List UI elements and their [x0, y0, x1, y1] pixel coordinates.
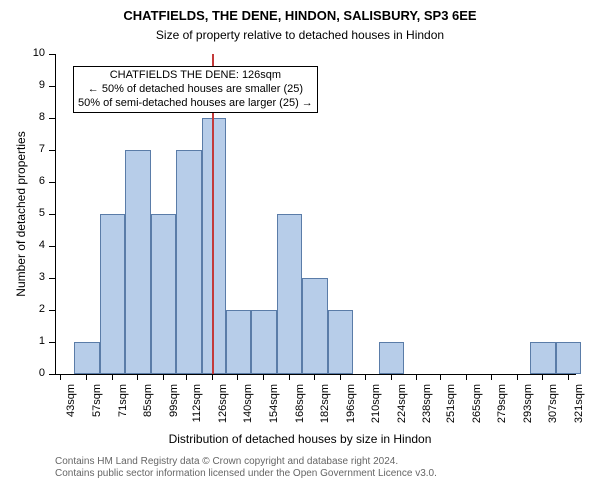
y-tick [49, 54, 55, 55]
histogram-bar [328, 310, 354, 374]
x-tick-label: 251sqm [445, 384, 457, 434]
y-tick-label: 5 [25, 207, 45, 219]
x-tick-label: 224sqm [396, 384, 408, 434]
x-tick [416, 374, 417, 380]
x-tick-label: 182sqm [319, 384, 331, 434]
y-tick [49, 342, 55, 343]
histogram-bar [100, 214, 126, 374]
x-tick-label: 112sqm [191, 384, 203, 434]
x-tick [163, 374, 164, 380]
x-tick [112, 374, 113, 380]
y-tick-label: 10 [25, 47, 45, 59]
y-tick [49, 182, 55, 183]
histogram-bar [74, 342, 100, 374]
x-tick [263, 374, 264, 380]
x-tick [237, 374, 238, 380]
x-tick-label: 279sqm [496, 384, 508, 434]
footer-line-2: Contains public sector information licen… [55, 468, 437, 480]
x-tick-label: 71sqm [117, 384, 129, 434]
x-tick [340, 374, 341, 380]
x-tick [440, 374, 441, 380]
histogram-bar [556, 342, 582, 374]
y-tick-label: 1 [25, 335, 45, 347]
y-tick-label: 0 [25, 367, 45, 379]
x-tick-label: 238sqm [421, 384, 433, 434]
histogram-bar [379, 342, 405, 374]
x-tick [86, 374, 87, 380]
x-tick [568, 374, 569, 380]
x-tick [186, 374, 187, 380]
chart-title: CHATFIELDS, THE DENE, HINDON, SALISBURY,… [0, 8, 600, 23]
y-tick [49, 118, 55, 119]
x-tick [137, 374, 138, 380]
y-tick [49, 214, 55, 215]
footer-text: Contains HM Land Registry data © Crown c… [55, 456, 437, 480]
y-tick [49, 278, 55, 279]
x-tick-label: 196sqm [345, 384, 357, 434]
x-tick [60, 374, 61, 380]
x-tick-label: 140sqm [242, 384, 254, 434]
y-tick-label: 3 [25, 271, 45, 283]
histogram-bar [176, 150, 202, 374]
x-tick [391, 374, 392, 380]
x-tick-label: 99sqm [168, 384, 180, 434]
histogram-bar [151, 214, 177, 374]
x-tick-label: 168sqm [294, 384, 306, 434]
annotation-line-3: 50% of semi-detached houses are larger (… [78, 97, 313, 111]
x-tick-label: 57sqm [91, 384, 103, 434]
x-tick-label: 265sqm [471, 384, 483, 434]
x-tick [212, 374, 213, 380]
y-tick [49, 374, 55, 375]
annotation-line-1: CHATFIELDS THE DENE: 126sqm [78, 69, 313, 83]
x-tick-label: 293sqm [522, 384, 534, 434]
x-tick-label: 154sqm [268, 384, 280, 434]
footer-line-1: Contains HM Land Registry data © Crown c… [55, 456, 437, 468]
x-tick [289, 374, 290, 380]
annotation-box: CHATFIELDS THE DENE: 126sqm ← 50% of det… [73, 66, 318, 113]
y-tick [49, 86, 55, 87]
x-tick-label: 85sqm [142, 384, 154, 434]
y-tick [49, 246, 55, 247]
histogram-bar [251, 310, 277, 374]
x-tick [491, 374, 492, 380]
y-tick-label: 4 [25, 239, 45, 251]
x-tick-label: 210sqm [370, 384, 382, 434]
y-tick-label: 9 [25, 79, 45, 91]
y-tick [49, 150, 55, 151]
y-tick-label: 6 [25, 175, 45, 187]
histogram-bar [302, 278, 328, 374]
x-tick [314, 374, 315, 380]
x-tick [517, 374, 518, 380]
y-tick-label: 7 [25, 143, 45, 155]
x-tick-label: 321sqm [573, 384, 585, 434]
histogram-bar [530, 342, 556, 374]
x-axis-label: Distribution of detached houses by size … [0, 432, 600, 446]
x-tick [542, 374, 543, 380]
y-tick-label: 8 [25, 111, 45, 123]
x-tick-label: 43sqm [65, 384, 77, 434]
x-tick [466, 374, 467, 380]
chart-subtitle: Size of property relative to detached ho… [0, 28, 600, 42]
x-tick [365, 374, 366, 380]
y-tick [49, 310, 55, 311]
x-tick-label: 307sqm [547, 384, 559, 434]
annotation-line-2: ← 50% of detached houses are smaller (25… [78, 83, 313, 97]
x-tick-label: 126sqm [217, 384, 229, 434]
y-tick-label: 2 [25, 303, 45, 315]
histogram-bar [277, 214, 303, 374]
histogram-bar [125, 150, 151, 374]
histogram-bar [226, 310, 252, 374]
chart-container: { "title": "CHATFIELDS, THE DENE, HINDON… [0, 0, 600, 500]
